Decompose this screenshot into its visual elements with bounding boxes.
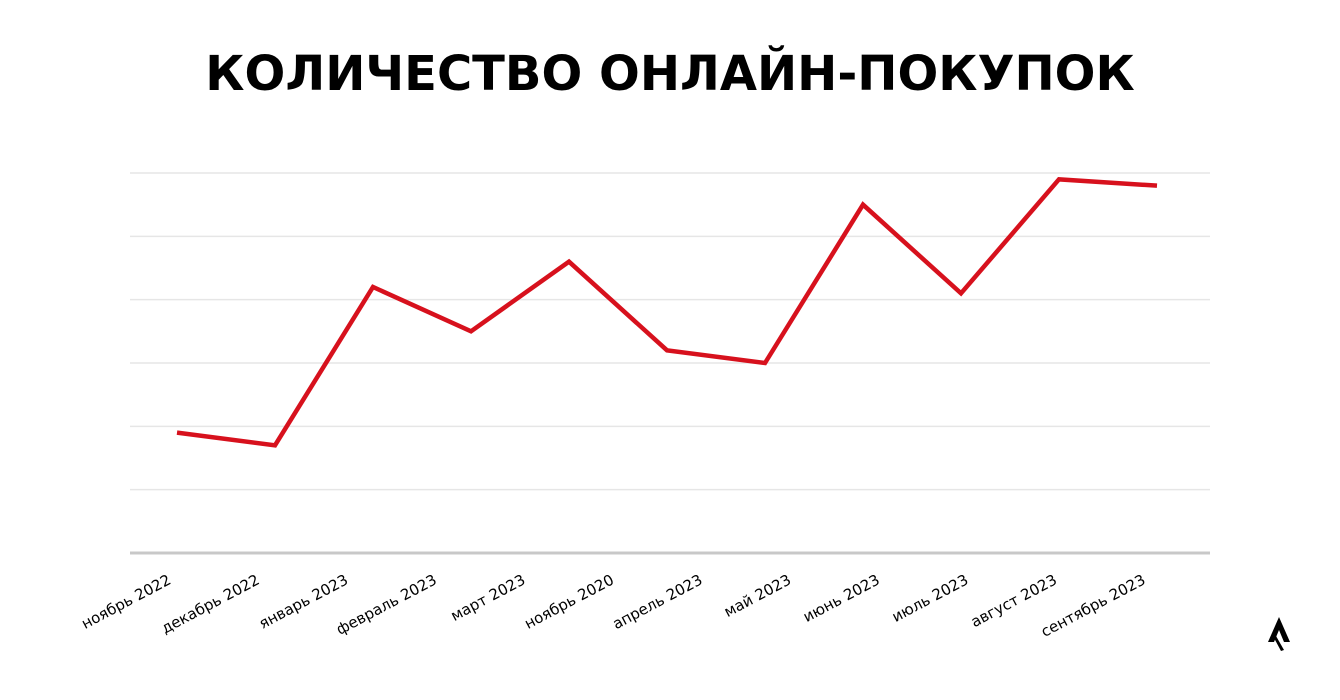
logo bbox=[1268, 617, 1290, 651]
x-tick-label: май 2023 bbox=[721, 571, 794, 621]
x-tick-label: ноябрь 2020 bbox=[521, 571, 616, 633]
chart-title: КОЛИЧЕСТВО ОНЛАЙН-ПОКУПОК bbox=[205, 45, 1134, 102]
x-tick-label: декабрь 2022 bbox=[158, 571, 262, 638]
line bbox=[176, 177, 1158, 448]
x-tick-label: июль 2023 bbox=[889, 571, 971, 626]
x-tick-label: март 2023 bbox=[448, 571, 529, 625]
x-tick-label: апрель 2023 bbox=[610, 571, 706, 633]
x-tick-label: февраль 2023 bbox=[333, 571, 439, 639]
x-tick-label: июнь 2023 bbox=[800, 571, 883, 626]
